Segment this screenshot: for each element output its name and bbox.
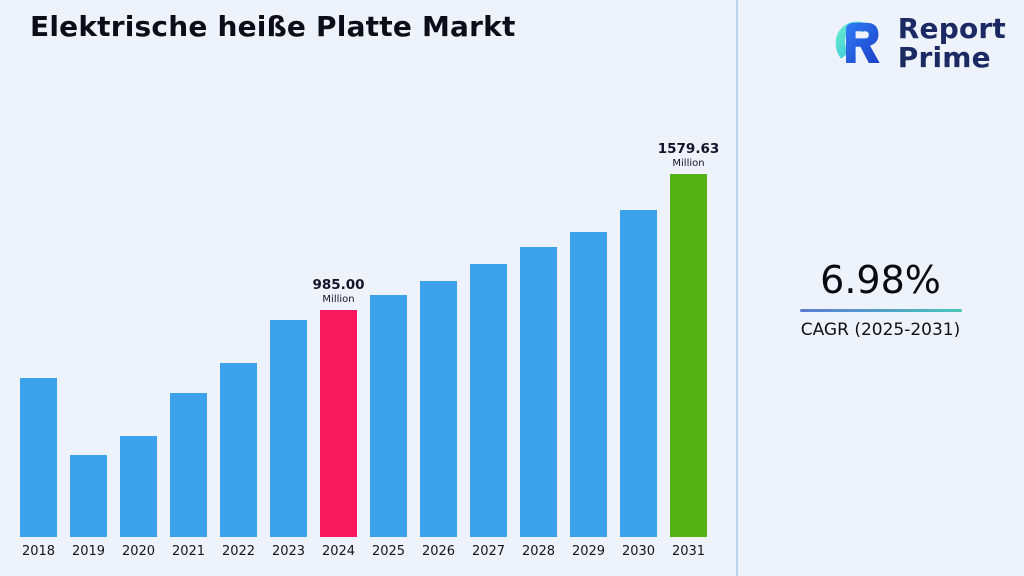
x-tick-2028: 2028 bbox=[521, 544, 556, 559]
x-tick-2027: 2027 bbox=[471, 544, 506, 559]
vertical-divider bbox=[736, 0, 738, 576]
bar-group-2023 bbox=[270, 320, 307, 537]
logo-wordmark: Report Prime bbox=[898, 15, 1006, 72]
bar-2029 bbox=[570, 232, 607, 537]
x-tick-2020: 2020 bbox=[121, 544, 156, 559]
x-tick-2025: 2025 bbox=[371, 544, 406, 559]
x-tick-2023: 2023 bbox=[271, 544, 306, 559]
bar-group-2021 bbox=[170, 393, 207, 537]
bar-2030 bbox=[620, 210, 657, 537]
x-tick-2030: 2030 bbox=[621, 544, 656, 559]
report-prime-logo: Report Prime bbox=[828, 12, 1006, 76]
x-tick-2021: 2021 bbox=[171, 544, 206, 559]
page-title: Elektrische heiße Platte Markt bbox=[30, 10, 516, 43]
x-tick-2026: 2026 bbox=[421, 544, 456, 559]
x-tick-2022: 2022 bbox=[221, 544, 256, 559]
bar-2024 bbox=[320, 310, 357, 537]
x-tick-2024: 2024 bbox=[321, 544, 356, 559]
bar-group-2030 bbox=[620, 210, 657, 537]
bar-2027 bbox=[470, 264, 507, 537]
bar-group-2019 bbox=[70, 455, 107, 537]
bar-group-2025 bbox=[370, 295, 407, 537]
x-tick-2018: 2018 bbox=[21, 544, 56, 559]
bar-2026 bbox=[420, 281, 457, 537]
bar-2025 bbox=[370, 295, 407, 537]
bar-value-label-2024: 985.00 Million bbox=[312, 277, 365, 305]
x-tick-2031: 2031 bbox=[671, 544, 706, 559]
bar-2031 bbox=[670, 174, 707, 537]
bar-group-2031: 1579.63 Million bbox=[658, 141, 719, 537]
x-tick-2029: 2029 bbox=[571, 544, 606, 559]
logo-word-prime: Prime bbox=[897, 41, 991, 74]
bar-group-2028 bbox=[520, 247, 557, 537]
bar-group-2022 bbox=[220, 363, 257, 537]
bar-2022 bbox=[220, 363, 257, 537]
bar-group-2018 bbox=[20, 378, 57, 537]
report-prime-logo-icon bbox=[828, 12, 888, 76]
cagr-label: CAGR (2025-2031) bbox=[800, 320, 961, 340]
bar-2020 bbox=[120, 436, 157, 537]
x-tick-2019: 2019 bbox=[71, 544, 106, 559]
cagr-panel: 6.98% CAGR (2025-2031) bbox=[737, 258, 1024, 340]
bar-group-2029 bbox=[570, 232, 607, 537]
bar-2028 bbox=[520, 247, 557, 537]
bar-2019 bbox=[70, 455, 107, 537]
bar-2023 bbox=[270, 320, 307, 537]
bar-group-2020 bbox=[120, 436, 157, 537]
x-axis-labels: 2018 2019 2020 2021 2022 2023 2024 2025 2026 2027… bbox=[20, 544, 707, 559]
bar-2018 bbox=[20, 378, 57, 537]
bar-chart: 985.00 Million 1579.63 Million bbox=[20, 77, 719, 537]
bar-group-2026 bbox=[420, 281, 457, 537]
bar-value-label-2031: 1579.63 Million bbox=[657, 141, 720, 169]
logo-word-report: Report bbox=[897, 12, 1006, 46]
bar-group-2027 bbox=[470, 264, 507, 537]
bar-group-2024: 985.00 Million bbox=[312, 277, 365, 537]
cagr-underline bbox=[799, 309, 962, 312]
cagr-value: 6.98% bbox=[820, 258, 941, 302]
bar-2021 bbox=[170, 393, 207, 537]
